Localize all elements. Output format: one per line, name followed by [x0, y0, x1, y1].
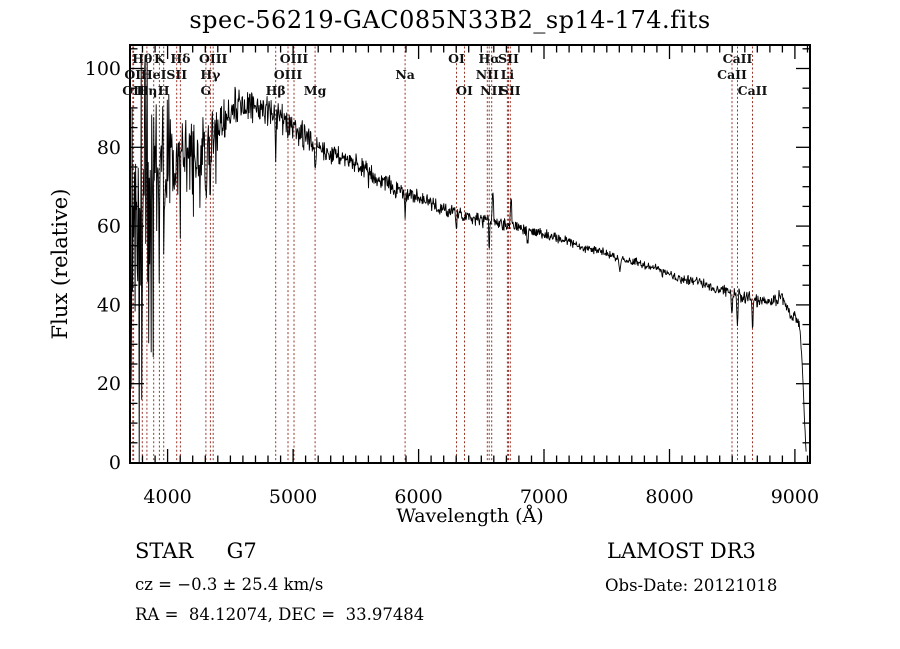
svg-text:SII: SII [498, 51, 519, 66]
svg-text:4000: 4000 [143, 486, 191, 508]
svg-text:OI: OI [456, 83, 473, 98]
spectral-line-markers [132, 46, 753, 462]
svg-text:8000: 8000 [645, 486, 693, 508]
tick-labels: 4000 5000 6000 7000 8000 9000 0 20 40 60 80 100 [85, 58, 819, 508]
annotation-survey: LAMOST DR3 [607, 539, 756, 563]
spectral-line-labels: OIOIIHθHηHeIKHSIIHδGHγOIIIHβOIIIOIIIMgNa… [122, 51, 767, 98]
svg-text:Hγ: Hγ [200, 67, 221, 82]
annotation-class: STAR G7 [135, 539, 257, 563]
svg-text:6000: 6000 [394, 486, 442, 508]
svg-text:60: 60 [97, 216, 121, 238]
svg-text:OIII: OIII [274, 67, 303, 82]
svg-text:CaII: CaII [738, 83, 768, 98]
svg-text:OI: OI [124, 67, 141, 82]
svg-text:0: 0 [109, 452, 121, 474]
svg-text:9000: 9000 [771, 486, 819, 508]
svg-text:NII: NII [476, 67, 499, 82]
svg-text:Hθ: Hθ [132, 51, 152, 66]
plot-frame [129, 44, 811, 464]
svg-text:K: K [154, 51, 166, 66]
svg-text:G: G [201, 83, 212, 98]
annotation-radec: RA = 84.12074, DEC = 33.97484 [135, 605, 425, 624]
spectrum-trace [130, 53, 807, 463]
svg-text:CaII: CaII [717, 67, 747, 82]
svg-text:OI: OI [448, 51, 465, 66]
axis-ticks [131, 46, 809, 462]
svg-text:Hη: Hη [136, 83, 157, 98]
annotation-obsdate: Obs-Date: 20121018 [605, 576, 778, 595]
svg-text:Na: Na [395, 67, 415, 82]
svg-text:Hα: Hα [478, 51, 500, 66]
svg-text:40: 40 [97, 294, 121, 316]
svg-text:NII: NII [480, 83, 503, 98]
svg-text:80: 80 [97, 137, 121, 159]
svg-text:HeI: HeI [141, 67, 167, 82]
svg-text:OII: OII [122, 83, 145, 98]
svg-text:CaII: CaII [723, 51, 753, 66]
svg-text:Hδ: Hδ [170, 51, 190, 66]
svg-text:5000: 5000 [269, 486, 317, 508]
svg-text:100: 100 [85, 58, 121, 80]
svg-text:SII: SII [500, 83, 521, 98]
svg-text:OIII: OIII [199, 51, 228, 66]
svg-text:20: 20 [97, 373, 121, 395]
svg-text:7000: 7000 [520, 486, 568, 508]
annotation-cz: cz = −0.3 ± 25.4 km/s [135, 575, 324, 594]
svg-text:Li: Li [501, 67, 515, 82]
svg-text:OIII: OIII [280, 51, 309, 66]
svg-text:Mg: Mg [304, 83, 327, 98]
plot-title: spec-56219-GAC085N33B2_sp14-174.fits [189, 6, 711, 34]
svg-text:Hβ: Hβ [266, 83, 286, 98]
svg-text:SII: SII [166, 67, 187, 82]
svg-text:H: H [158, 83, 170, 98]
x-axis-label: Wavelength (Å) [396, 505, 544, 527]
